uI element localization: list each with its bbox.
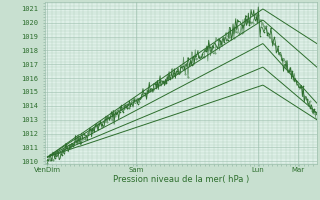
X-axis label: Pression niveau de la mer( hPa ): Pression niveau de la mer( hPa ) (113, 175, 249, 184)
